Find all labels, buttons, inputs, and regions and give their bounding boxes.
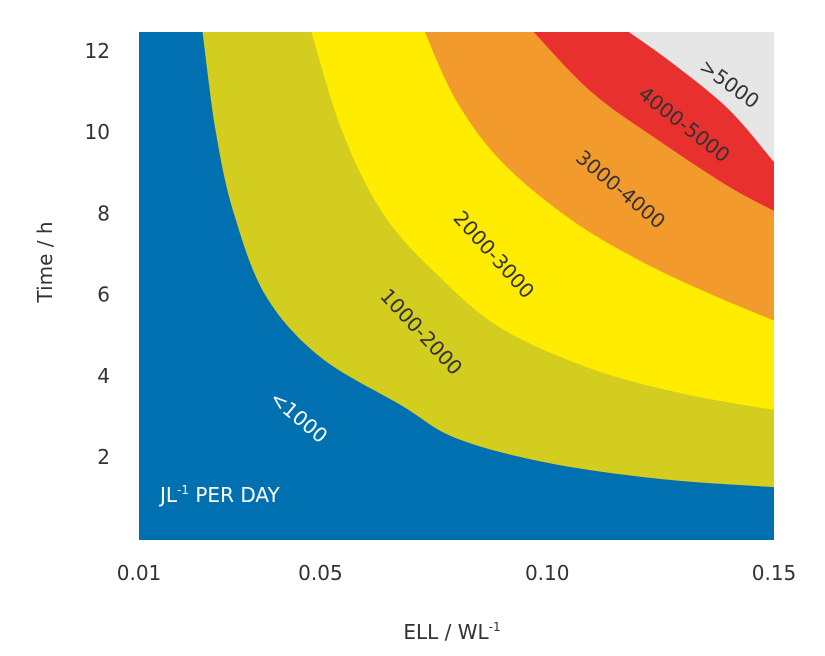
y-axis-label: Time / h bbox=[33, 221, 57, 303]
y-axis-tick-labels: 2 4 6 8 10 12 bbox=[85, 39, 110, 469]
y-tick-label: 12 bbox=[85, 39, 110, 63]
x-tick-label: 0.15 bbox=[752, 561, 797, 585]
y-tick-label: 8 bbox=[97, 201, 110, 225]
band-regions bbox=[139, 32, 774, 540]
band-region-gt5000 bbox=[628, 32, 774, 162]
x-tick-label: 0.05 bbox=[298, 561, 343, 585]
x-tick-label: 0.01 bbox=[117, 561, 162, 585]
x-tick-label: 0.10 bbox=[525, 561, 570, 585]
y-tick-label: 2 bbox=[97, 445, 110, 469]
x-axis-label-text: ELL / WL bbox=[403, 620, 489, 644]
y-tick-label: 10 bbox=[85, 120, 110, 144]
unit-label: JL-1 PER DAY bbox=[158, 483, 281, 507]
unit-label-prefix: JL bbox=[158, 483, 178, 507]
x-axis-label-superscript: -1 bbox=[489, 620, 501, 634]
y-tick-label: 4 bbox=[97, 364, 110, 388]
unit-label-superscript: -1 bbox=[177, 483, 189, 497]
x-axis-label: ELL / WL-1 bbox=[403, 620, 500, 644]
y-tick-label: 6 bbox=[97, 283, 110, 307]
unit-label-suffix: PER DAY bbox=[189, 483, 280, 507]
x-axis-tick-labels: 0.01 0.05 0.10 0.15 bbox=[117, 561, 797, 585]
